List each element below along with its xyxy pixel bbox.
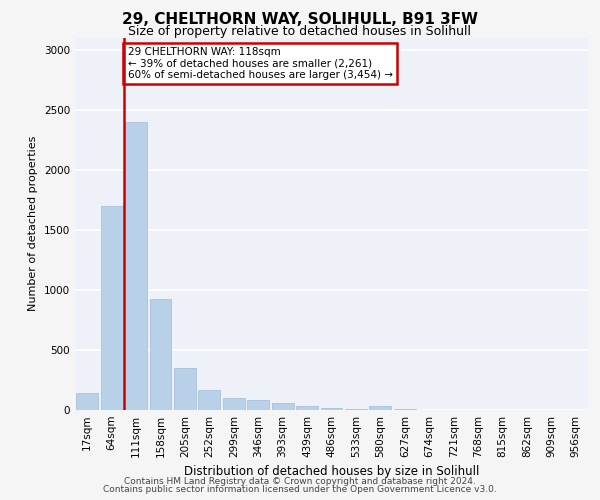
Bar	[320, 408, 343, 410]
Bar	[101, 206, 122, 410]
Bar	[296, 406, 318, 410]
Y-axis label: Number of detached properties: Number of detached properties	[28, 136, 38, 312]
Bar	[223, 398, 245, 410]
Bar	[76, 393, 98, 410]
Bar	[272, 404, 293, 410]
X-axis label: Distribution of detached houses by size in Solihull: Distribution of detached houses by size …	[184, 466, 479, 478]
Bar	[199, 390, 220, 410]
Bar	[370, 406, 391, 410]
Text: Size of property relative to detached houses in Solihull: Size of property relative to detached ho…	[128, 25, 472, 38]
Text: Contains HM Land Registry data © Crown copyright and database right 2024.: Contains HM Land Registry data © Crown c…	[124, 477, 476, 486]
Text: 29 CHELTHORN WAY: 118sqm
← 39% of detached houses are smaller (2,261)
60% of sem: 29 CHELTHORN WAY: 118sqm ← 39% of detach…	[128, 47, 392, 80]
Bar	[174, 368, 196, 410]
Bar	[125, 122, 147, 410]
Text: 29, CHELTHORN WAY, SOLIHULL, B91 3FW: 29, CHELTHORN WAY, SOLIHULL, B91 3FW	[122, 12, 478, 28]
Bar	[247, 400, 269, 410]
Bar	[149, 300, 172, 410]
Text: Contains public sector information licensed under the Open Government Licence v3: Contains public sector information licen…	[103, 485, 497, 494]
